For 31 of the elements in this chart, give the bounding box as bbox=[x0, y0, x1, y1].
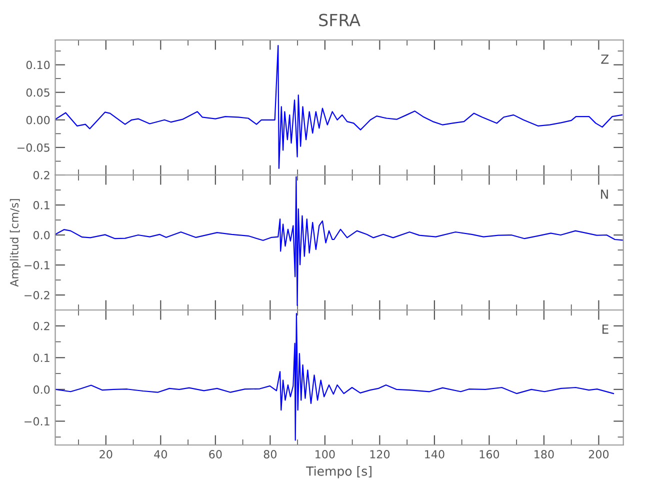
x-tick-label: 80 bbox=[264, 450, 276, 458]
x-axis-title: Tiempo [s] bbox=[306, 466, 372, 478]
y-tick-label: 0.0 bbox=[33, 385, 50, 394]
y-tick-label: 0.05 bbox=[26, 88, 50, 97]
y-tick-label: 0.00 bbox=[26, 116, 50, 124]
y-tick-label: −0.05 bbox=[18, 143, 50, 152]
x-tick-label: 100 bbox=[316, 450, 335, 458]
y-tick-label: −0.1 bbox=[24, 417, 50, 426]
y-tick-label: 0.10 bbox=[26, 60, 50, 70]
x-tick-label: 120 bbox=[370, 450, 390, 458]
annotation: E bbox=[602, 324, 608, 334]
line-series bbox=[55, 312, 614, 441]
chart-title: SFRA bbox=[319, 14, 360, 26]
x-tick-label: 20 bbox=[100, 450, 112, 458]
y-tick-label: −0.2 bbox=[24, 290, 50, 300]
x-tick-label: 60 bbox=[209, 450, 222, 458]
y-tick-label: −0.1 bbox=[24, 260, 50, 270]
y-tick-label: 0.2 bbox=[33, 170, 50, 180]
x-tick-label: 160 bbox=[480, 450, 500, 458]
y-tick-label: 0.1 bbox=[33, 200, 50, 210]
y-axis-title: Amplitud [cm/s] bbox=[10, 199, 21, 287]
y-tick-label: 0.1 bbox=[33, 354, 50, 362]
y-tick-label: 0.2 bbox=[33, 322, 50, 330]
y-tick-label: 0.0 bbox=[33, 230, 50, 240]
x-tick-label: 140 bbox=[425, 450, 444, 458]
annotation: Z bbox=[601, 54, 609, 64]
annotation: N bbox=[601, 190, 608, 199]
x-tick-label: 200 bbox=[588, 450, 609, 458]
line-series bbox=[55, 44, 623, 169]
x-tick-label: 40 bbox=[154, 450, 167, 458]
x-tick-label: 180 bbox=[534, 450, 554, 458]
